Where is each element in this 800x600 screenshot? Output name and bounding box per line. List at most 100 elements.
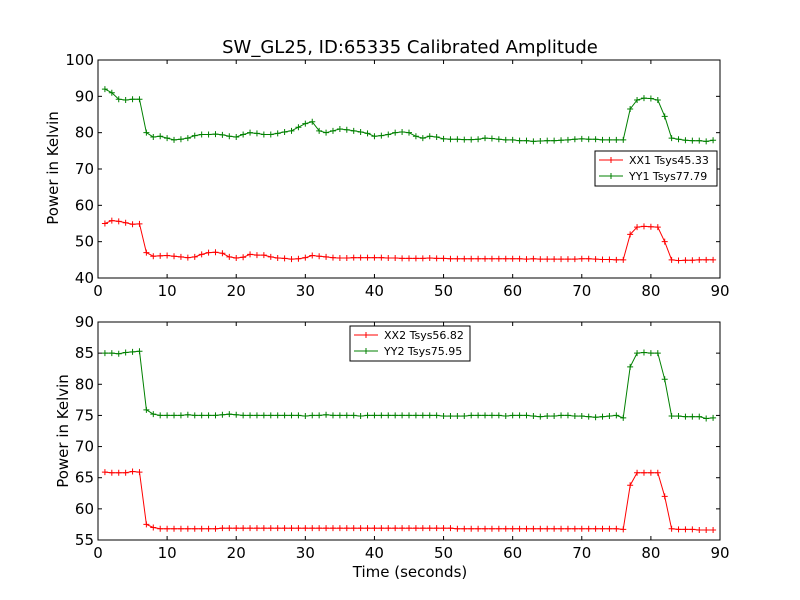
top-x-tick-label: 10 [158,282,177,300]
bottom-series-0-point [399,525,406,532]
top-series-0-point [191,253,198,260]
bottom-series-1-point [329,412,336,419]
bottom-series-0-point [392,525,399,532]
bottom-series-1-point [177,412,184,419]
bottom-series-1-point [668,413,675,420]
bottom-series-0-point [544,525,551,532]
top-series-0-point [219,250,226,257]
top-series-1-point [171,136,178,143]
bottom-series-1-point [696,413,703,420]
top-series-1-point [433,134,440,141]
bottom-series-0-point [661,493,668,500]
top-series-1-point [101,86,108,93]
bottom-series-0-point [530,525,537,532]
top-series-0-point [260,252,267,259]
bottom-series-0-point [654,469,661,476]
top-series-1-point [274,130,281,137]
bottom-series-0-point [115,469,122,476]
top-series-0-point [509,255,516,262]
top-series-0-point [267,253,274,260]
top-series-0-point [468,255,475,262]
top-y-tick-label: 60 [75,196,94,214]
bottom-series-1-point [115,350,122,357]
bottom-legend-marker-0 [363,332,369,338]
top-series-1-point [364,130,371,137]
top-series-0-point [108,217,115,224]
bottom-series-1-point [419,412,426,419]
top-series-1-point [682,137,689,144]
bottom-series-1-point [336,412,343,419]
bottom-series-0-point [558,525,565,532]
top-series-0-point [288,256,295,263]
top-x-tick-label: 0 [93,282,103,300]
top-series-0-point [184,254,191,261]
bottom-series-0-point [371,525,378,532]
bottom-series-1-point [703,415,710,422]
bottom-series-1-point [634,350,641,357]
bottom-series-0-point [385,525,392,532]
top-series-1-point [357,128,364,135]
bottom-series-1-point [309,412,316,419]
top-series-1-point [378,132,385,139]
top-series-1-point [247,129,254,136]
bottom-series-0-point [537,525,544,532]
bottom-series-1-point [461,413,468,420]
bottom-series-0-point [571,525,578,532]
bottom-series-0-point [122,469,129,476]
bottom-series-1-point [357,413,364,420]
bottom-x-tick-label: 90 [710,544,729,562]
top-series-0-point [371,254,378,261]
top-series-1-point [454,136,461,143]
bottom-series-0-point [329,525,336,532]
bottom-series-1-point [482,412,489,419]
bottom-x-tick-label: 70 [572,544,591,562]
top-series-1-point [675,136,682,143]
top-series-1-point [523,137,530,144]
top-series-0-point [585,255,592,262]
top-series-0-point [302,254,309,261]
bottom-series-0-point [592,525,599,532]
top-series-0-point [329,254,336,261]
top-legend-label-1: YY1 Tsys77.79 [628,170,707,183]
bottom-series-1-point [606,413,613,420]
bottom-series-1-point [392,412,399,419]
top-series-1-point [661,113,668,120]
bottom-series-0-point [323,525,330,532]
bottom-series-1-point [488,412,495,419]
top-series-1-point [316,127,323,134]
bottom-series-0-point [157,525,164,532]
bottom-series-0-point [336,525,343,532]
bottom-series-1-point [108,350,115,357]
top-series-1-point [164,135,171,142]
top-series-1-point [329,127,336,134]
top-series-1-point [205,131,212,138]
bottom-legend: XX2 Tsys56.82 YY2 Tsys75.95 [349,325,471,362]
bottom-legend-box [349,325,471,362]
bottom-series-1-point [122,349,129,356]
top-series-1-point [406,129,412,136]
top-y-tick-label: 40 [75,269,94,287]
bottom-series-0-point [364,525,371,532]
bottom-series-1-point [150,411,157,418]
bottom-series-0-point [233,525,240,532]
bottom-series-0-point [343,525,350,532]
top-series-0-point [447,255,454,262]
top-series-0-point [247,251,254,258]
bottom-series-0-point [454,525,461,532]
bottom-x-tick-label: 0 [93,544,103,562]
top-series-0-point [530,255,537,262]
bottom-series-1-point [350,412,357,419]
top-series-1-point [302,120,309,127]
top-series-0-point [426,255,433,262]
top-series-1-point [122,96,129,103]
bottom-y-tick-label: 85 [75,344,94,362]
top-series-1-point [696,137,703,144]
bottom-series-1-point [136,348,143,355]
bottom-series-1-point [143,406,150,413]
bottom-series-0-point [260,525,267,532]
bottom-legend-marker-1 [363,348,369,354]
top-series-0-point [274,255,281,262]
top-series-1-point [419,135,426,142]
top-series-0-point [143,249,150,256]
top-series-1-point [627,106,634,113]
